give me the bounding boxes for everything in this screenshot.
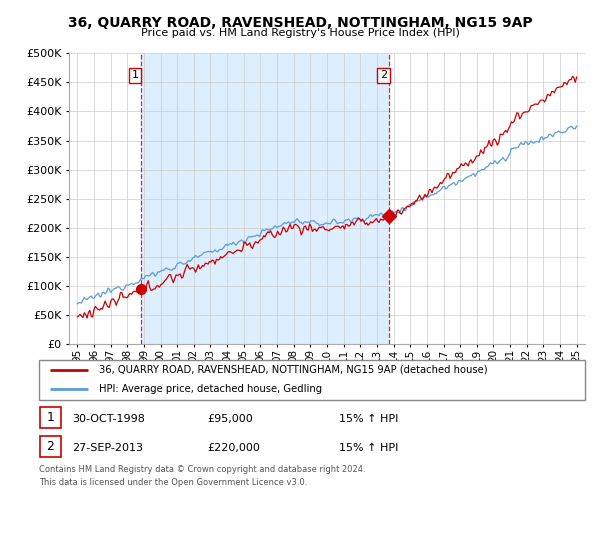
Text: 1: 1	[131, 71, 139, 80]
Bar	[141, 53, 389, 344]
FancyBboxPatch shape	[39, 360, 585, 400]
Text: 36, QUARRY ROAD, RAVENSHEAD, NOTTINGHAM, NG15 9AP (detached house): 36, QUARRY ROAD, RAVENSHEAD, NOTTINGHAM,…	[99, 365, 488, 375]
Text: HPI: Average price, detached house, Gedling: HPI: Average price, detached house, Gedl…	[99, 384, 322, 394]
FancyBboxPatch shape	[40, 436, 61, 457]
FancyBboxPatch shape	[40, 407, 61, 428]
Text: This data is licensed under the Open Government Licence v3.0.: This data is licensed under the Open Gov…	[39, 478, 307, 487]
Text: 36, QUARRY ROAD, RAVENSHEAD, NOTTINGHAM, NG15 9AP: 36, QUARRY ROAD, RAVENSHEAD, NOTTINGHAM,…	[68, 16, 532, 30]
Text: 2: 2	[380, 71, 387, 80]
Text: Price paid vs. HM Land Registry's House Price Index (HPI): Price paid vs. HM Land Registry's House …	[140, 28, 460, 38]
Text: 27-SEP-2013: 27-SEP-2013	[72, 443, 143, 453]
Text: £95,000: £95,000	[207, 414, 253, 424]
Text: 15% ↑ HPI: 15% ↑ HPI	[339, 414, 398, 424]
Text: £220,000: £220,000	[207, 443, 260, 453]
Text: 2: 2	[46, 440, 55, 453]
Text: 15% ↑ HPI: 15% ↑ HPI	[339, 443, 398, 453]
Text: Contains HM Land Registry data © Crown copyright and database right 2024.: Contains HM Land Registry data © Crown c…	[39, 465, 365, 474]
Text: 30-OCT-1998: 30-OCT-1998	[72, 414, 145, 424]
Text: 1: 1	[46, 410, 55, 424]
